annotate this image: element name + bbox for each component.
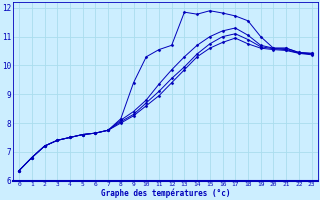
X-axis label: Graphe des températures (°c): Graphe des températures (°c) [100,188,230,198]
